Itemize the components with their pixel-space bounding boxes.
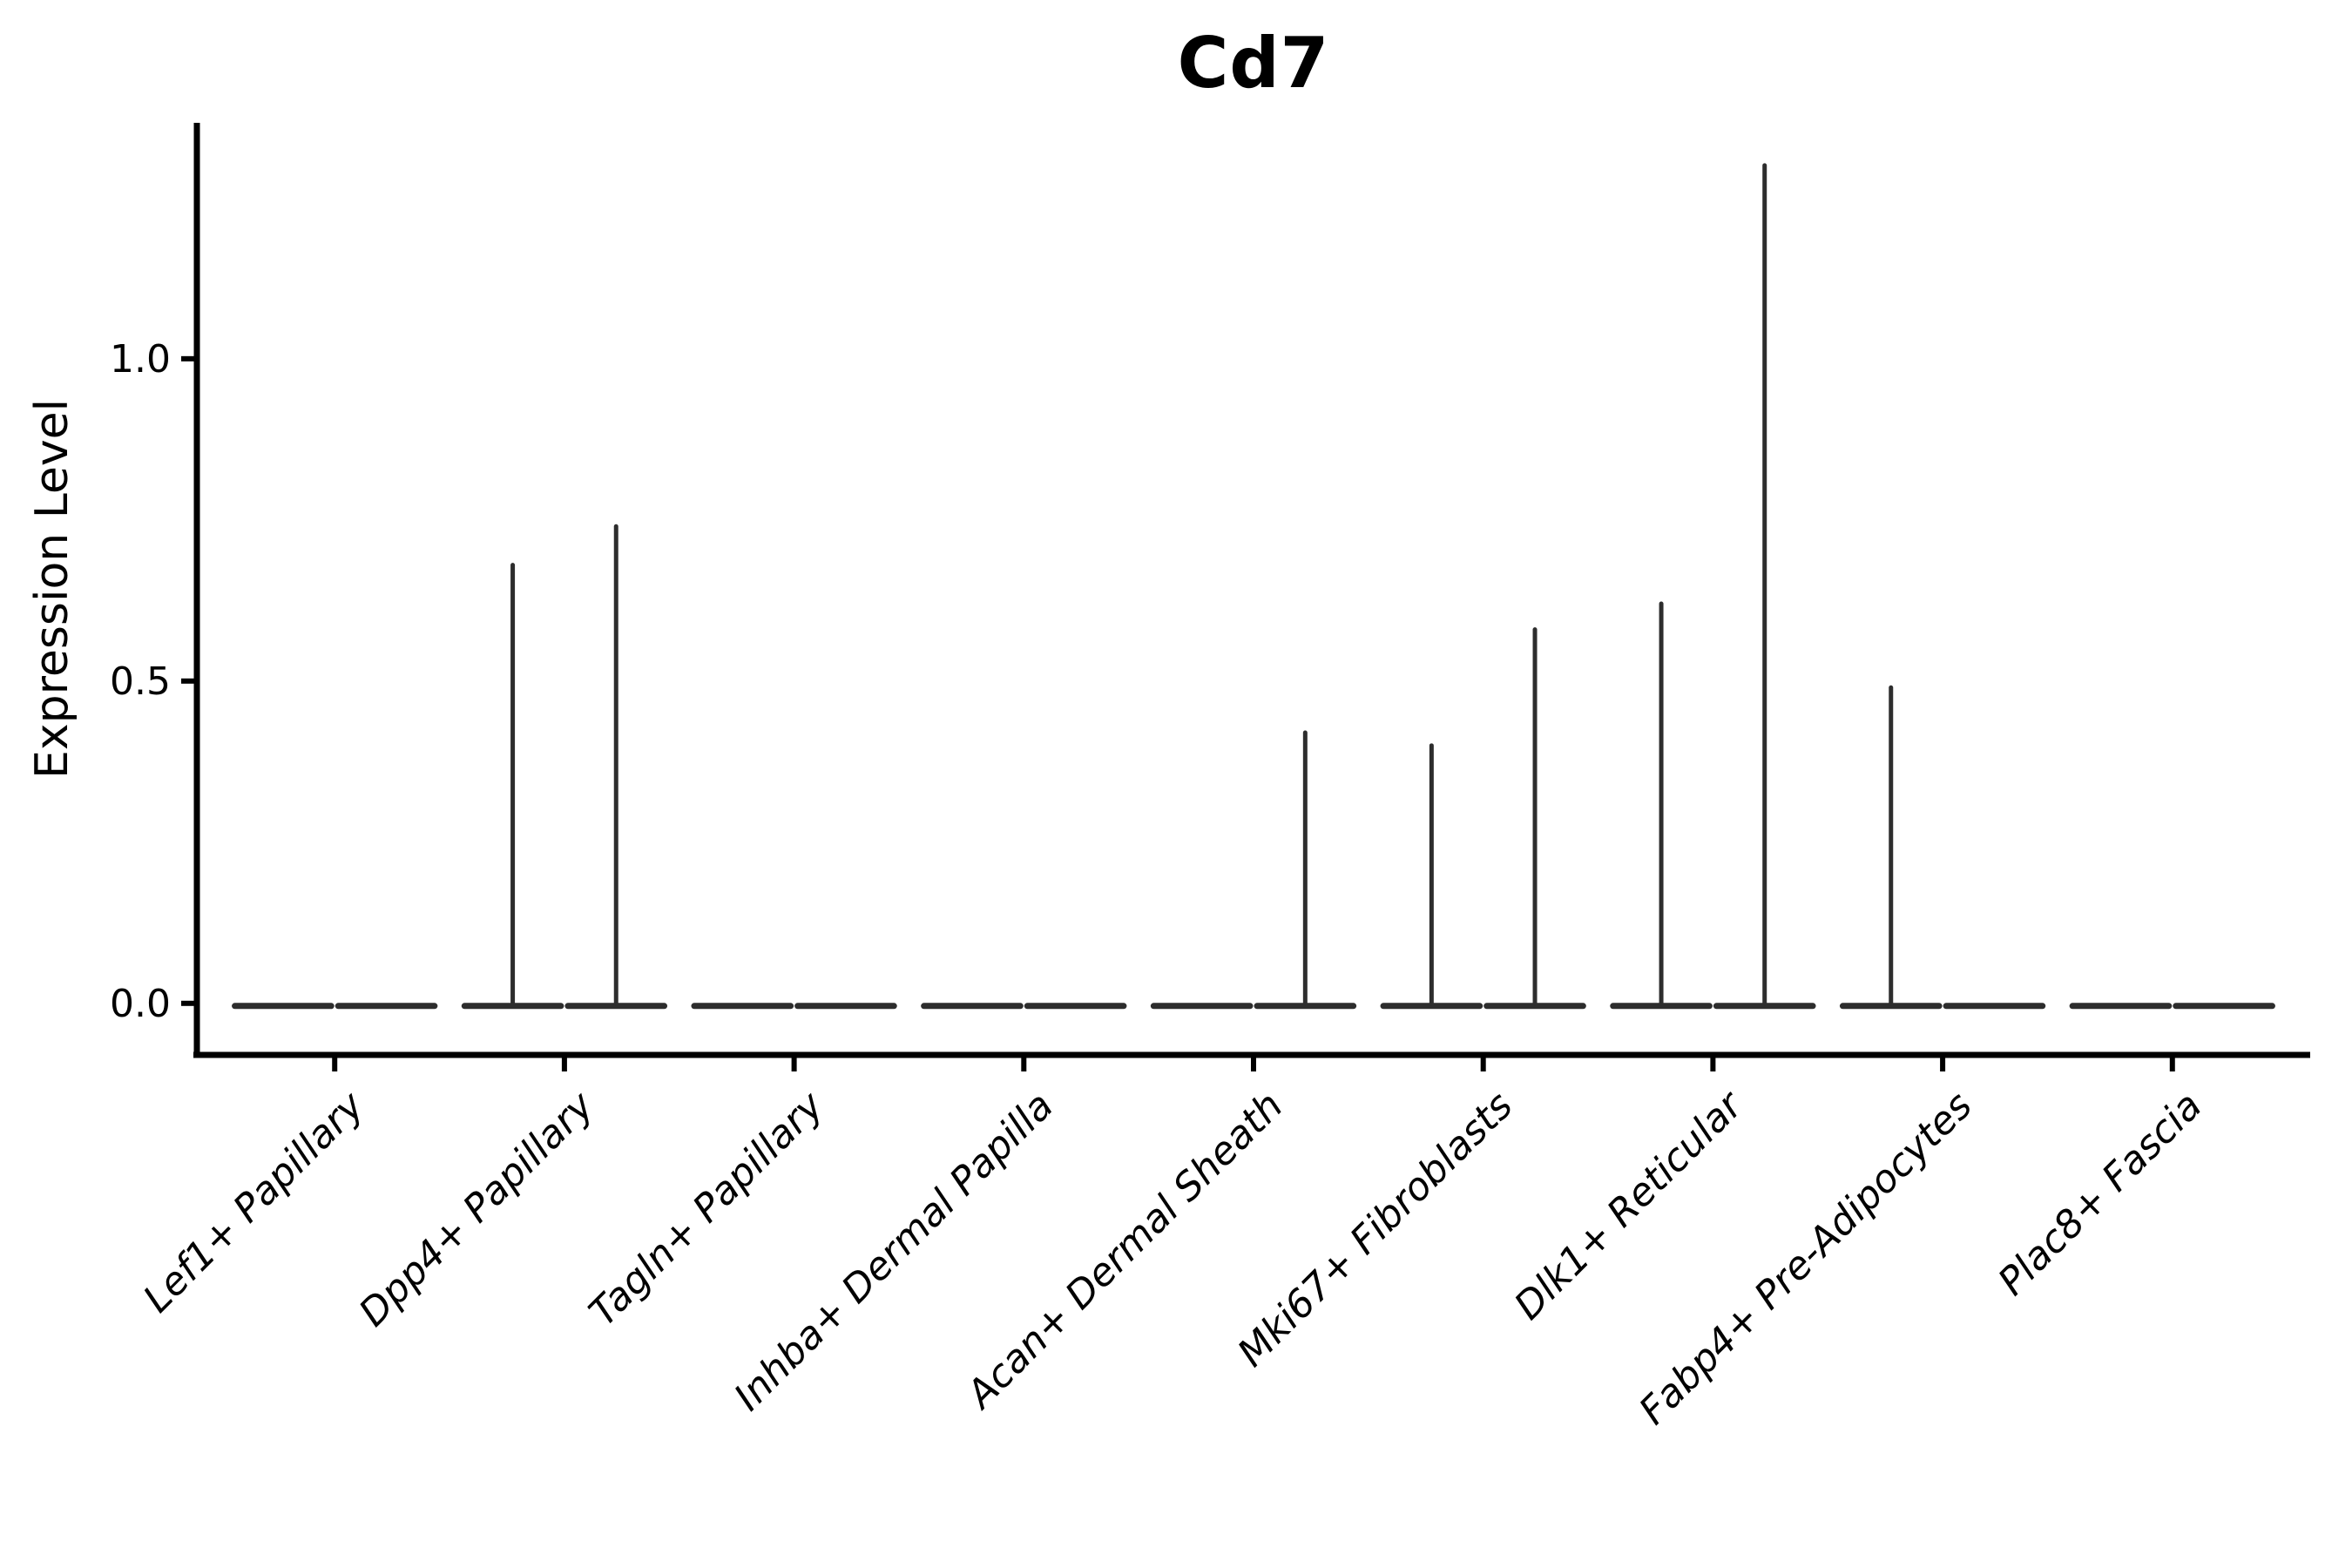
y-tick-label: 0.5	[110, 659, 171, 704]
y-tick-label: 0.0	[110, 982, 171, 1026]
x-tick-label: Lef1+ Papillary	[135, 1083, 374, 1321]
x-tick-label: Dpp4+ Papillary	[351, 1083, 604, 1335]
x-tick-label: Plac8+ Fascia	[1990, 1084, 2210, 1304]
y-axis-label: Expression Level	[26, 398, 78, 780]
x-tick-label: Tagln+ Papillary	[581, 1083, 833, 1335]
chart-title: Cd7	[1177, 23, 1330, 104]
y-tick-label: 1.0	[110, 337, 171, 382]
x-tick-label: Dlk1+ Reticular	[1506, 1082, 1753, 1328]
